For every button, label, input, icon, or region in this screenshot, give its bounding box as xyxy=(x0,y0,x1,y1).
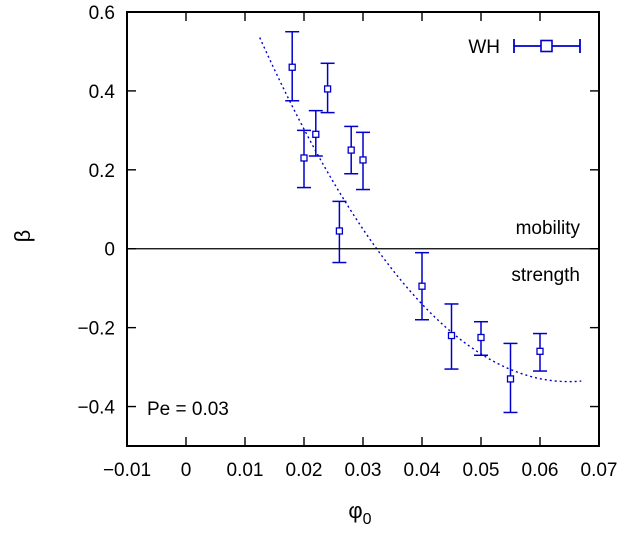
point-marker xyxy=(536,347,544,355)
y-ticks: −0.4 −0.2 0 0.2 0.4 0.6 xyxy=(77,3,599,419)
legend-label-wh: WH xyxy=(468,37,500,58)
data-point xyxy=(308,109,323,157)
point-marker xyxy=(288,63,296,71)
y-tick-label: 0.6 xyxy=(89,3,115,24)
annotation-strength: strength xyxy=(511,265,580,286)
x-tick-label: 0.01 xyxy=(227,460,264,481)
data-point xyxy=(356,131,370,191)
y-axis-label: β xyxy=(10,230,35,243)
data-point xyxy=(320,62,335,114)
data-point xyxy=(503,342,518,414)
plot-frame xyxy=(126,11,600,447)
legend: WH xyxy=(468,37,581,58)
data-point xyxy=(285,30,300,102)
y-tick-label: −0.2 xyxy=(77,319,115,340)
data-point xyxy=(297,129,311,189)
fit-curve xyxy=(259,37,582,383)
x-tick-label: 0.06 xyxy=(522,460,559,481)
y-tick-label: 0 xyxy=(104,240,115,261)
x-tick-label: 0.05 xyxy=(463,460,500,481)
x-axis-label-subscript: 0 xyxy=(363,511,372,528)
point-marker xyxy=(312,130,320,138)
legend-marker xyxy=(540,39,553,53)
data-point xyxy=(444,303,459,370)
data-point xyxy=(415,251,429,321)
x-tick-label: −0.01 xyxy=(103,460,151,481)
point-marker xyxy=(300,154,308,162)
x-tick-label: 0.02 xyxy=(286,460,323,481)
point-marker xyxy=(335,227,344,235)
point-marker xyxy=(323,85,332,93)
x-tick-label: 0.07 xyxy=(581,460,618,481)
x-tick-label: 0.03 xyxy=(345,460,382,481)
x-axis-label-symbol: φ xyxy=(348,498,362,523)
data-layer xyxy=(285,30,547,414)
point-marker xyxy=(418,282,426,290)
point-marker xyxy=(347,146,355,154)
y-tick-label: 0.4 xyxy=(89,82,116,103)
data-point xyxy=(474,320,488,357)
fit-layer xyxy=(259,37,582,383)
data-point xyxy=(533,332,547,372)
point-marker xyxy=(447,331,456,340)
data-point xyxy=(344,125,359,175)
data-point xyxy=(332,200,347,264)
point-marker xyxy=(477,333,485,342)
annotation-mobility: mobility xyxy=(516,218,581,239)
y-tick-label: −0.4 xyxy=(77,398,115,419)
point-marker xyxy=(506,375,515,383)
y-tick-label: 0.2 xyxy=(89,161,115,182)
x-tick-label: 0 xyxy=(181,460,192,481)
x-ticks: −0.01 0 0.01 0.02 0.03 0.04 0.05 0.06 0.07 xyxy=(103,12,618,481)
annotation-pe: Pe = 0.03 xyxy=(147,399,229,420)
x-tick-label: 0.04 xyxy=(404,460,441,481)
point-marker xyxy=(359,156,367,164)
x-axis-label: φ0 xyxy=(348,498,371,528)
